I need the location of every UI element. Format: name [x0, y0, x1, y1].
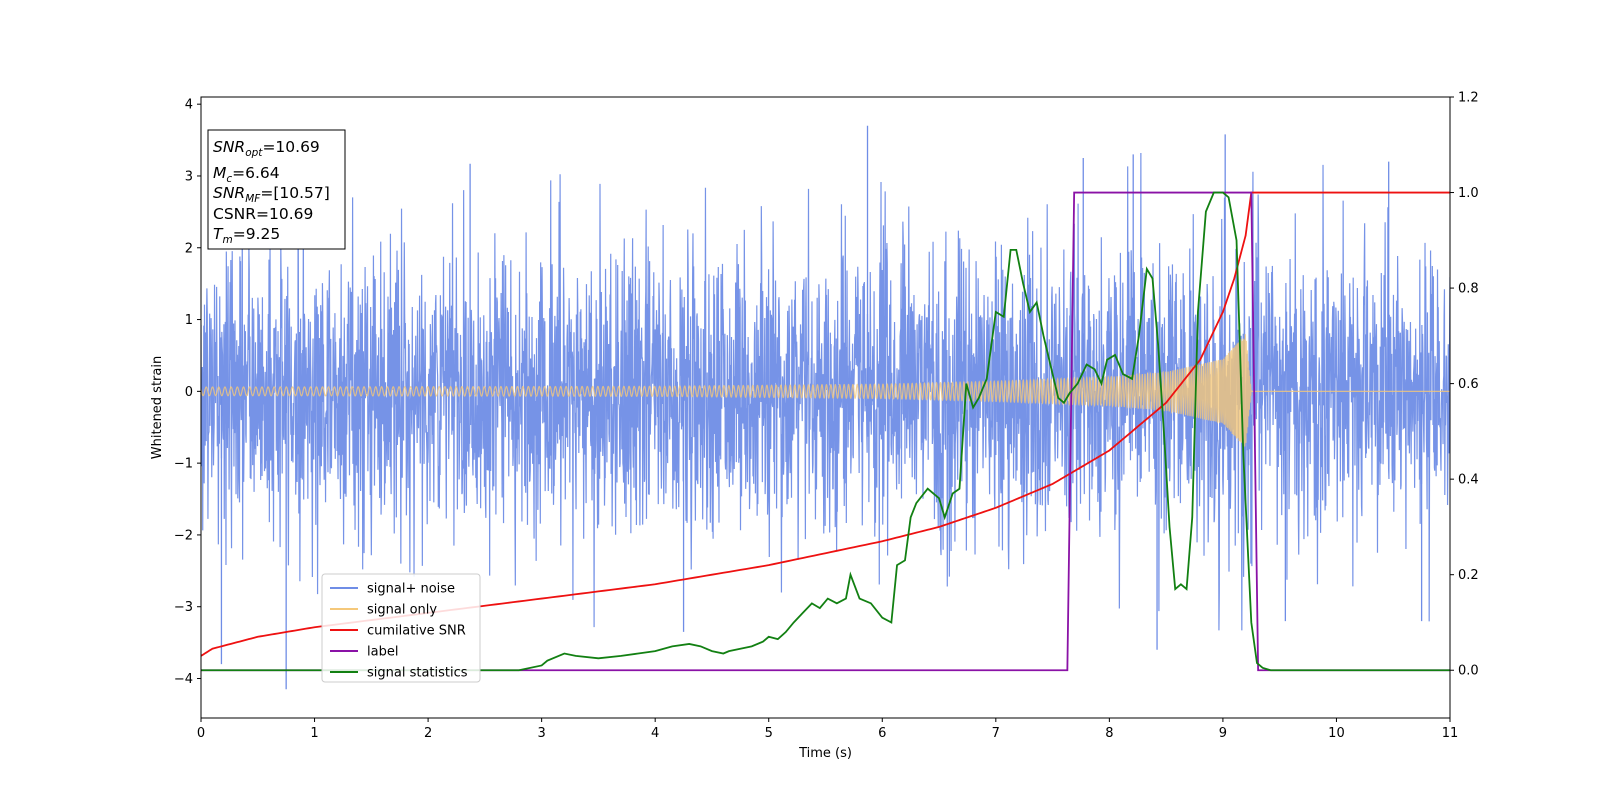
y-left-tick-label: 4 [185, 98, 193, 113]
y-right-tick-label: 0.8 [1458, 282, 1479, 297]
x-tick-label: 3 [537, 726, 545, 741]
y-right-tick-label: 0.0 [1458, 664, 1479, 679]
series-signal-only-line [201, 334, 1450, 447]
x-tick-label: 10 [1328, 726, 1345, 741]
x-tick-label: 9 [1219, 726, 1227, 741]
legend-label-signal-statistics: signal statistics [367, 666, 468, 681]
info-tm: Tm=9.25 [213, 225, 280, 246]
x-tick-label: 5 [765, 726, 773, 741]
series-signal-noise-line [201, 153, 1450, 631]
info-box-frame [207, 129, 346, 250]
y-left-tick-label: 2 [185, 241, 193, 256]
y-left-tick-label: −1 [174, 457, 193, 472]
y-right-tick-label: 0.2 [1458, 568, 1479, 583]
x-axis-label: Time (s) [798, 746, 852, 761]
series-layer [201, 125, 1450, 690]
y-left-tick-label: 3 [185, 169, 193, 184]
info-box: SNRopt=10.69 Mc=6.64 SNRMF=[10.57] CSNR=… [207, 129, 346, 250]
info-snr-mf: SNRMF=[10.57] [213, 184, 330, 205]
legend-label-signal-noise: signal+ noise [367, 582, 455, 597]
x-tick-label: 0 [197, 726, 205, 741]
series-signal-statistics-line [201, 191, 1450, 672]
legend-label-cumilative-snr: cumilative SNR [367, 624, 466, 639]
axes-layer: 0 1 2 3 4 5 6 7 8 9 10 1143210−1−2−3−41.21.00.80.60… [174, 91, 1479, 742]
x-tick-label: 7 [992, 726, 1000, 741]
x-tick-label: 2 [424, 726, 432, 741]
y-left-tick-label: −2 [174, 528, 193, 543]
y-left-tick-label: 1 [185, 313, 193, 328]
x-tick-label: 8 [1105, 726, 1113, 741]
y-right-tick-label: 0.4 [1458, 473, 1479, 488]
y-axis-label: Whitened strain [150, 356, 165, 459]
y-left-tick-label: 0 [185, 385, 193, 400]
info-csnr: CSNR=10.69 [213, 205, 313, 223]
legend-label-signal-only: signal only [367, 603, 437, 618]
legend-frame [321, 573, 481, 683]
y-left-tick-label: −3 [174, 600, 193, 615]
y-left-tick-label: −4 [174, 672, 193, 687]
plot-frame [200, 96, 1451, 719]
y-right-tick-label: 0.6 [1458, 377, 1479, 392]
info-mc: Mc=6.64 [213, 164, 280, 185]
x-tick-label: 1 [310, 726, 318, 741]
legend: signal+ noise signal only cumilative SNR la… [321, 573, 481, 683]
x-tick-label: 6 [878, 726, 886, 741]
x-tick-label: 11 [1442, 726, 1459, 741]
x-tick-label: 4 [651, 726, 659, 741]
y-right-tick-label: 1.2 [1458, 91, 1479, 106]
legend-label-label: label [367, 645, 398, 660]
y-right-tick-label: 1.0 [1458, 186, 1479, 201]
info-snr-opt: SNRopt=10.69 [213, 138, 320, 159]
